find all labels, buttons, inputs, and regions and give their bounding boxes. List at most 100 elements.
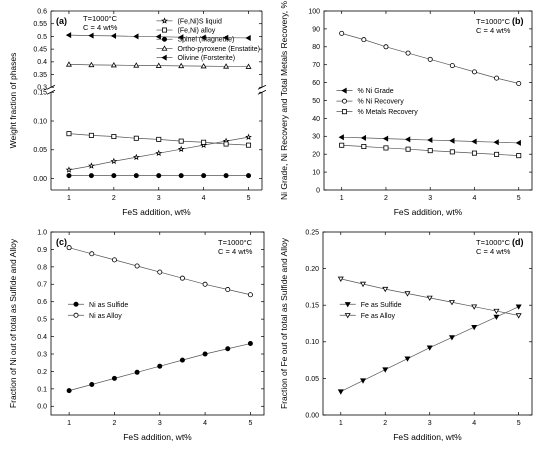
data-point (157, 363, 163, 369)
data-point (200, 34, 206, 41)
data-point (66, 388, 72, 394)
annotation-condition: C = 4 wt% (218, 247, 253, 256)
data-point (133, 62, 140, 68)
x-tick-label: 3 (157, 195, 161, 202)
legend-marker (161, 17, 168, 24)
x-tick-label: 3 (428, 420, 432, 427)
y-tick-label: 0.0 (37, 404, 47, 411)
panel-label: (c) (56, 237, 67, 247)
data-point (88, 32, 94, 39)
x-tick-label: 3 (428, 195, 432, 202)
data-point (177, 145, 185, 153)
legend: Fe as Sulfide Fe as Alloy (339, 302, 402, 320)
y-tick-label: 0.05 (33, 147, 47, 154)
x-tick-label: 2 (383, 420, 387, 427)
x-tick-label: 1 (339, 420, 343, 427)
panel-label: (b) (512, 16, 524, 26)
data-point (111, 134, 117, 140)
legend-label: Olivine (Forsterite) (178, 55, 236, 62)
data-point (337, 276, 344, 282)
series-spinel-magnetite (66, 173, 252, 179)
y-tick-label: 0.3 (37, 351, 47, 358)
y-tick-label: 0.25 (305, 229, 319, 236)
y-tick-label: 0.45 (33, 47, 47, 54)
y-tick-label: 0.7 (37, 282, 47, 289)
data-point (66, 245, 72, 251)
x-tick-label: 2 (112, 420, 116, 427)
data-point (360, 281, 367, 288)
axis-frame (322, 231, 533, 416)
data-point (516, 153, 522, 159)
data-point (494, 151, 500, 157)
data-point (493, 308, 500, 315)
x-axis-title: FeS addition, wt% (122, 207, 191, 217)
x-tick-label: 1 (340, 195, 344, 202)
data-point (225, 287, 231, 293)
annotation-condition: T=1000°C (476, 238, 511, 247)
panel-label: (a) (56, 16, 67, 26)
y-tick-label: 60 (312, 80, 320, 87)
y-tick-label: 0.00 (305, 412, 319, 419)
data-point (178, 62, 185, 69)
data-point (110, 62, 117, 68)
data-point (88, 162, 95, 169)
y-tick-label: 30 (312, 134, 320, 141)
x-tick-label: 5 (517, 420, 521, 427)
data-point (88, 132, 94, 138)
data-point (338, 134, 344, 141)
data-point (449, 149, 455, 155)
legend-label: Ortho-pyroxene (Enstatite) (178, 46, 260, 53)
series-ortho-pyroxene-enstatite (65, 61, 252, 69)
data-point (405, 146, 411, 152)
chart-panel-c: 1 2 3 4 5 0.0 0.1 0.2 0.3 0.4 0.5 0.6 0.7 0.8 0.9 1.0 Fe… (8, 229, 265, 442)
y-tick-label: 0.6 (37, 299, 47, 306)
data-point (111, 173, 117, 179)
data-point (132, 153, 140, 161)
data-point (360, 134, 367, 141)
data-point (134, 263, 140, 269)
annotation-condition: C = 4 wt% (476, 247, 511, 256)
data-point (405, 50, 411, 56)
data-point (88, 173, 94, 179)
legend-marker (341, 98, 347, 104)
y-tick-label: 0.35 (33, 72, 47, 79)
data-point (383, 44, 389, 50)
data-point (245, 133, 252, 140)
legend-label: % Metals Recovery (357, 109, 418, 116)
data-point (157, 269, 163, 275)
data-point (382, 367, 389, 373)
y-axis-title: Weight fraction of phases (8, 53, 18, 149)
data-point (223, 63, 230, 69)
data-point (404, 291, 411, 297)
data-point (66, 131, 72, 137)
data-point (111, 257, 117, 263)
data-point (246, 142, 252, 148)
data-point (382, 286, 389, 293)
legend-label: Ni as Sulfide (89, 302, 128, 309)
y-tick-label: 1.0 (37, 229, 47, 236)
data-point (179, 357, 185, 363)
y-tick-label: 0.55 (33, 21, 47, 28)
x-axis-title: FeS addition, wt% (123, 432, 192, 442)
y-tick-label: 0.15 (305, 303, 319, 310)
legend-label: Spinel (Magnetite) (178, 37, 235, 44)
data-point (245, 34, 251, 41)
legend-marker (161, 27, 167, 33)
x-tick-label: 5 (248, 420, 252, 427)
series-fe-ni-alloy (66, 131, 252, 148)
y-tick-label: 0.5 (37, 317, 47, 324)
data-point (493, 314, 500, 321)
data-point (222, 34, 229, 41)
legend-marker (161, 36, 167, 42)
y-tick-label: 0.10 (305, 339, 319, 346)
y-tick-label: 0.10 (33, 118, 47, 125)
data-point (156, 173, 162, 179)
data-point (201, 139, 207, 145)
x-tick-label: 2 (112, 195, 116, 202)
legend-label: Fe as Sulfide (361, 302, 402, 309)
data-point (89, 381, 95, 387)
x-tick-label: 1 (67, 420, 71, 427)
legend-label: Fe as Alloy (361, 313, 396, 320)
